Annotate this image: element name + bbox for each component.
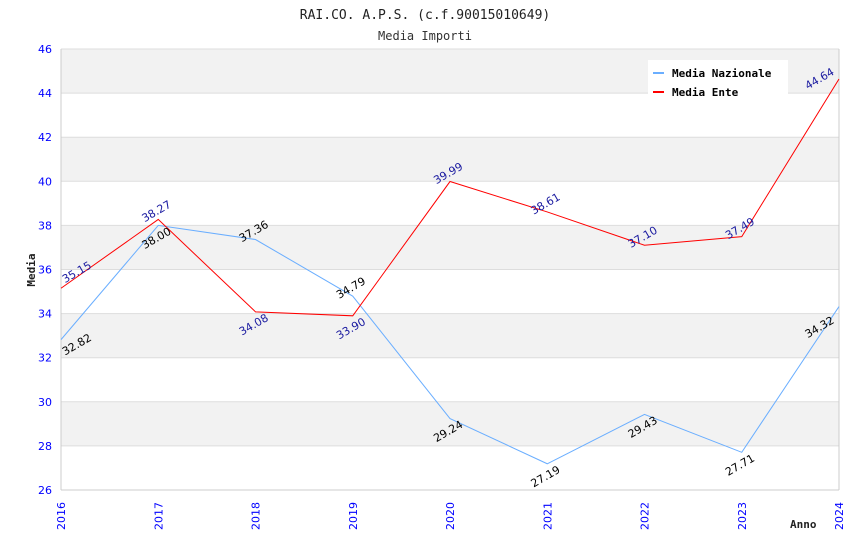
legend: Media Nazionale Media Ente [648,60,788,99]
x-axis-label: Anno [790,518,817,531]
x-tick-label: 2016 [55,502,68,530]
grid-band [61,401,839,446]
y-axis-label: Media [25,253,38,286]
x-tick-label: 2019 [347,502,360,530]
y-tick-label: 34 [38,308,52,321]
chart-subtitle: Media Importi [378,29,472,43]
data-label: 34.79 [334,275,368,302]
y-tick-label: 28 [38,440,52,453]
y-tick-label: 40 [38,175,52,188]
grid-band [61,137,839,182]
grid-band [61,313,839,358]
data-label: 27.71 [723,452,757,479]
y-tick-label: 32 [38,352,52,365]
y-tick-label: 42 [38,131,52,144]
x-tick-label: 2024 [833,502,846,530]
x-tick-label: 2020 [444,502,457,530]
series-line-0 [60,224,840,465]
y-tick-label: 36 [38,264,52,277]
y-tick-label: 26 [38,484,52,497]
legend-label: Media Ente [672,86,739,99]
y-tick-label: 38 [38,219,52,232]
chart-title: RAI.CO. A.P.S. (c.f.90015010649) [300,8,550,23]
x-tick-label: 2018 [250,502,263,530]
grid-band [61,225,839,270]
y-tick-label: 30 [38,396,52,409]
x-tick-label: 2022 [639,502,652,530]
x-tick-label: 2017 [152,502,165,530]
legend-label: Media Nazionale [672,67,772,80]
data-label: 27.19 [529,463,563,490]
y-tick-label: 44 [38,87,52,100]
x-tick-label: 2023 [736,502,749,530]
data-label: 38.61 [529,190,563,217]
series-line-1 [60,78,840,317]
y-tick-label: 46 [38,43,52,56]
x-tick-label: 2021 [541,502,554,530]
